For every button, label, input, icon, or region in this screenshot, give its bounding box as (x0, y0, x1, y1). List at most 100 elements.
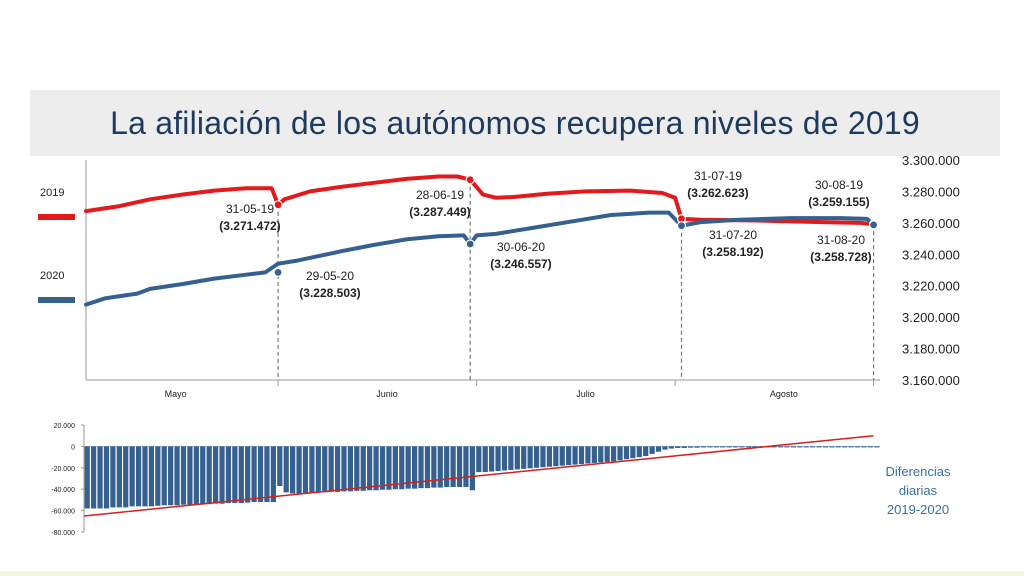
diff-bar (501, 446, 508, 471)
diff-note-line-1: diarias (899, 483, 938, 498)
annotation-marker-31-08-20 (868, 220, 879, 230)
diff-bar (649, 446, 655, 454)
diff-bar (283, 446, 289, 493)
diff-bar (219, 446, 225, 504)
diff-bar (867, 446, 873, 448)
annotation-date-31-08-20: 31-08-20 (817, 233, 865, 247)
diff-bar (302, 446, 309, 493)
diff-bar (110, 446, 116, 508)
diff-bar (482, 446, 488, 473)
diff-bar (123, 446, 129, 508)
diff-bar (604, 446, 610, 462)
diff-bar (636, 446, 642, 458)
annotation-value-30-08-19: (3.259.155) (808, 195, 869, 209)
diff-bar (540, 446, 546, 468)
annotation-date-29-05-20: 29-05-20 (306, 269, 354, 283)
diff-bar (700, 446, 707, 448)
month-label-agosto: Agosto (770, 389, 798, 399)
diff-bar (566, 446, 572, 466)
diff-bar (142, 446, 148, 507)
diff-bar (168, 446, 174, 506)
bar-y-tick-1: 0 (71, 444, 75, 451)
diff-bar (668, 446, 674, 449)
diff-bar (386, 446, 392, 490)
series-line-2019 (84, 174, 876, 227)
annotation-marker-30-06-20 (465, 239, 475, 249)
diff-bar (116, 446, 122, 508)
annotation-marker-31-07-20 (676, 221, 687, 231)
month-label-mayo: Mayo (165, 389, 187, 399)
bar-y-tick-3: -40.000 (51, 487, 75, 494)
diff-bar-chart: 20.000 0 -20.000 -40.000 -60.000 -80.000 Difer… (51, 423, 951, 537)
diff-bar (270, 446, 276, 503)
diff-bar (572, 446, 578, 465)
legend-label-2019: 2019 (40, 187, 64, 199)
page-title: La afiliación de los autónomos recupera … (110, 104, 920, 141)
diff-bar (347, 446, 354, 492)
diff-bar (212, 446, 219, 504)
annotation-date-30-08-19: 30-08-19 (815, 178, 863, 192)
legend-label-2020: 2020 (40, 270, 64, 282)
diff-bar (155, 446, 161, 506)
annotation-value-31-05-19: (3.271.472) (219, 219, 280, 233)
diff-bar (720, 446, 726, 448)
diff-bar (694, 446, 700, 448)
diff-bar (354, 446, 360, 491)
diff-bar (264, 446, 270, 503)
diff-bar (418, 446, 424, 489)
diff-bar (578, 446, 585, 465)
diff-bar (848, 446, 854, 448)
annotation-date-31-05-19: 31-05-19 (226, 202, 274, 216)
diff-bar (341, 446, 347, 492)
diff-bar (392, 446, 398, 490)
diff-bar (411, 446, 418, 489)
diff-bar (360, 446, 366, 491)
diff-bar (797, 446, 803, 448)
diff-bar (174, 446, 180, 506)
diff-bar (296, 446, 302, 494)
main-line-chart: Mayo Junio Julio Agosto 3.160.000 3.180.000 3.… (84, 153, 960, 399)
annotation-marker-29-05-20 (273, 267, 283, 277)
diff-bar (527, 446, 533, 469)
diff-bar (476, 446, 482, 473)
month-label-julio: Julio (576, 389, 595, 399)
diff-bar (726, 446, 732, 448)
title-bar: La afiliación de los autónomos recupera … (30, 90, 1000, 156)
y-tick-label-6: 3.280.000 (902, 184, 960, 199)
bar-y-tick-4: -60.000 (51, 509, 75, 516)
diff-bar (835, 446, 841, 448)
diff-bar (405, 446, 411, 489)
diff-bar (598, 446, 604, 463)
diff-bar (257, 446, 264, 503)
annotation-value-30-06-20: (3.246.557) (490, 257, 551, 271)
diff-bar (379, 446, 386, 490)
annotation-marker-31-05-19 (273, 200, 283, 210)
diff-bar (437, 446, 443, 488)
diff-bar (424, 446, 431, 489)
y-tick-label-5: 3.260.000 (902, 216, 960, 231)
diff-bar (771, 446, 777, 448)
diff-bar (334, 446, 341, 492)
diff-bar (193, 446, 199, 505)
diff-bar (533, 446, 540, 468)
diff-bar (790, 446, 796, 448)
diff-bar (688, 446, 694, 448)
diff-bar (97, 446, 103, 509)
diff-bar (148, 446, 155, 507)
y-tick-label-2: 3.200.000 (902, 310, 960, 325)
diff-bar (829, 446, 835, 448)
diff-bar (84, 446, 90, 509)
diff-bar (431, 446, 437, 488)
diff-bar (456, 446, 463, 488)
diff-bar (675, 446, 681, 449)
diff-bar (854, 446, 861, 448)
diff-note-line-2: 2019-2020 (887, 502, 949, 517)
y-tick-label-0: 3.160.000 (902, 373, 960, 388)
diff-bar (245, 446, 251, 503)
diff-bar (822, 446, 829, 448)
legend-swatch-2019 (38, 214, 75, 220)
diff-bar (610, 446, 617, 462)
diff-bar (508, 446, 514, 470)
bar-y-tick-5: -80.000 (51, 530, 75, 537)
